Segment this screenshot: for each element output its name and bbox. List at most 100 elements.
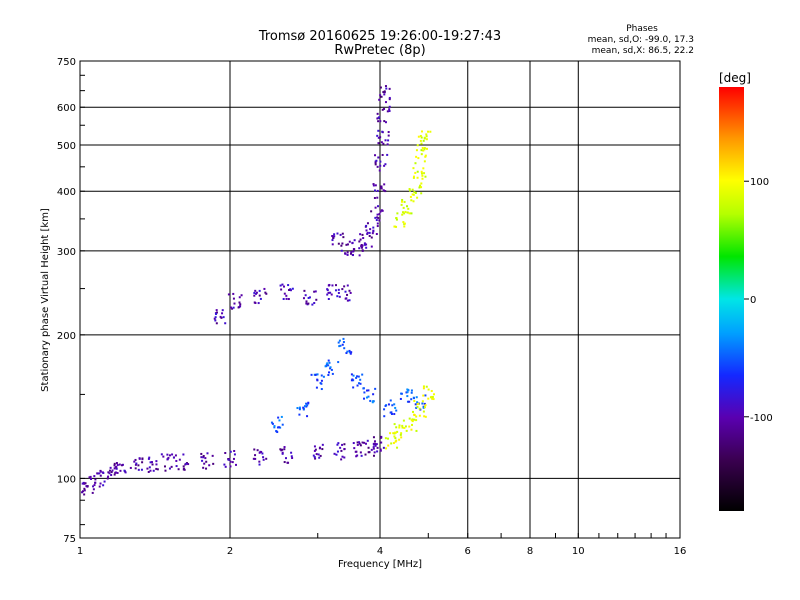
data-point bbox=[413, 175, 416, 178]
data-point bbox=[381, 130, 384, 133]
data-point bbox=[331, 243, 334, 246]
data-point bbox=[422, 410, 425, 413]
data-point bbox=[348, 351, 351, 354]
data-point bbox=[304, 294, 307, 297]
data-point bbox=[232, 292, 235, 295]
data-point bbox=[366, 231, 369, 234]
data-point bbox=[155, 467, 158, 470]
data-point bbox=[379, 120, 382, 123]
data-point bbox=[336, 232, 339, 235]
data-point bbox=[424, 404, 427, 407]
data-point bbox=[387, 139, 390, 142]
data-point bbox=[331, 284, 334, 287]
data-point bbox=[305, 402, 308, 405]
data-point bbox=[319, 382, 322, 385]
data-point bbox=[372, 447, 375, 450]
data-point bbox=[305, 300, 308, 303]
data-point bbox=[363, 441, 366, 444]
data-point bbox=[387, 403, 390, 406]
data-point bbox=[265, 457, 268, 460]
data-point bbox=[408, 417, 411, 420]
data-point bbox=[395, 426, 398, 429]
data-point bbox=[363, 242, 366, 245]
data-point bbox=[376, 446, 379, 449]
data-point bbox=[333, 235, 336, 238]
data-point bbox=[361, 441, 364, 444]
data-point bbox=[118, 463, 121, 466]
data-point bbox=[253, 448, 256, 451]
x-tick-label: 2 bbox=[227, 546, 233, 557]
data-point bbox=[417, 135, 420, 138]
data-point bbox=[172, 456, 175, 459]
y-tick-label: 200 bbox=[57, 331, 76, 342]
data-point bbox=[350, 251, 353, 254]
data-point bbox=[359, 238, 362, 241]
data-point bbox=[110, 474, 113, 477]
data-point bbox=[423, 137, 426, 140]
data-point bbox=[258, 294, 261, 297]
data-point bbox=[398, 426, 401, 429]
data-point bbox=[403, 212, 406, 215]
data-point bbox=[355, 376, 358, 379]
data-point bbox=[288, 289, 291, 292]
data-point bbox=[337, 442, 340, 445]
data-point bbox=[109, 466, 112, 469]
data-point bbox=[431, 397, 434, 400]
data-point bbox=[376, 450, 379, 453]
data-point bbox=[283, 292, 286, 295]
data-point bbox=[289, 289, 292, 292]
data-point bbox=[346, 243, 349, 246]
data-point bbox=[384, 163, 387, 166]
data-point bbox=[350, 351, 353, 354]
data-point bbox=[372, 436, 375, 439]
data-point bbox=[229, 306, 232, 309]
data-point bbox=[388, 105, 391, 108]
data-point bbox=[403, 426, 406, 429]
data-point bbox=[276, 426, 279, 429]
data-point bbox=[423, 148, 426, 151]
data-point bbox=[339, 446, 342, 449]
data-point bbox=[358, 254, 361, 257]
data-point bbox=[338, 339, 341, 342]
data-point bbox=[205, 460, 208, 463]
data-point bbox=[113, 473, 116, 476]
data-point bbox=[367, 446, 370, 449]
data-point bbox=[383, 90, 386, 93]
data-point bbox=[313, 445, 316, 448]
data-point bbox=[416, 401, 419, 404]
data-point bbox=[389, 399, 392, 402]
data-point bbox=[283, 461, 286, 464]
data-point bbox=[359, 444, 362, 447]
data-point bbox=[140, 468, 143, 471]
data-point bbox=[215, 311, 218, 314]
data-point bbox=[262, 458, 265, 461]
data-point bbox=[129, 466, 132, 469]
data-point bbox=[382, 189, 385, 192]
data-point bbox=[371, 232, 374, 235]
data-point bbox=[350, 373, 353, 376]
data-point bbox=[291, 457, 294, 460]
data-point bbox=[344, 290, 347, 293]
data-point bbox=[421, 400, 424, 403]
data-point bbox=[359, 451, 362, 454]
data-point bbox=[107, 471, 110, 474]
data-point bbox=[374, 184, 377, 187]
data-point bbox=[237, 306, 240, 309]
data-point bbox=[175, 459, 178, 462]
data-point bbox=[94, 481, 97, 484]
data-point bbox=[290, 451, 293, 454]
data-point bbox=[378, 219, 381, 222]
data-point bbox=[327, 359, 330, 362]
data-point bbox=[382, 446, 385, 449]
data-point bbox=[324, 365, 327, 368]
data-point bbox=[333, 452, 336, 455]
data-point bbox=[349, 291, 352, 294]
data-point bbox=[337, 242, 340, 245]
data-point bbox=[229, 450, 232, 453]
data-point bbox=[289, 288, 292, 291]
data-point bbox=[396, 446, 399, 449]
data-point bbox=[359, 378, 362, 381]
data-point bbox=[343, 456, 346, 459]
data-point bbox=[298, 406, 301, 409]
data-point bbox=[280, 288, 283, 291]
